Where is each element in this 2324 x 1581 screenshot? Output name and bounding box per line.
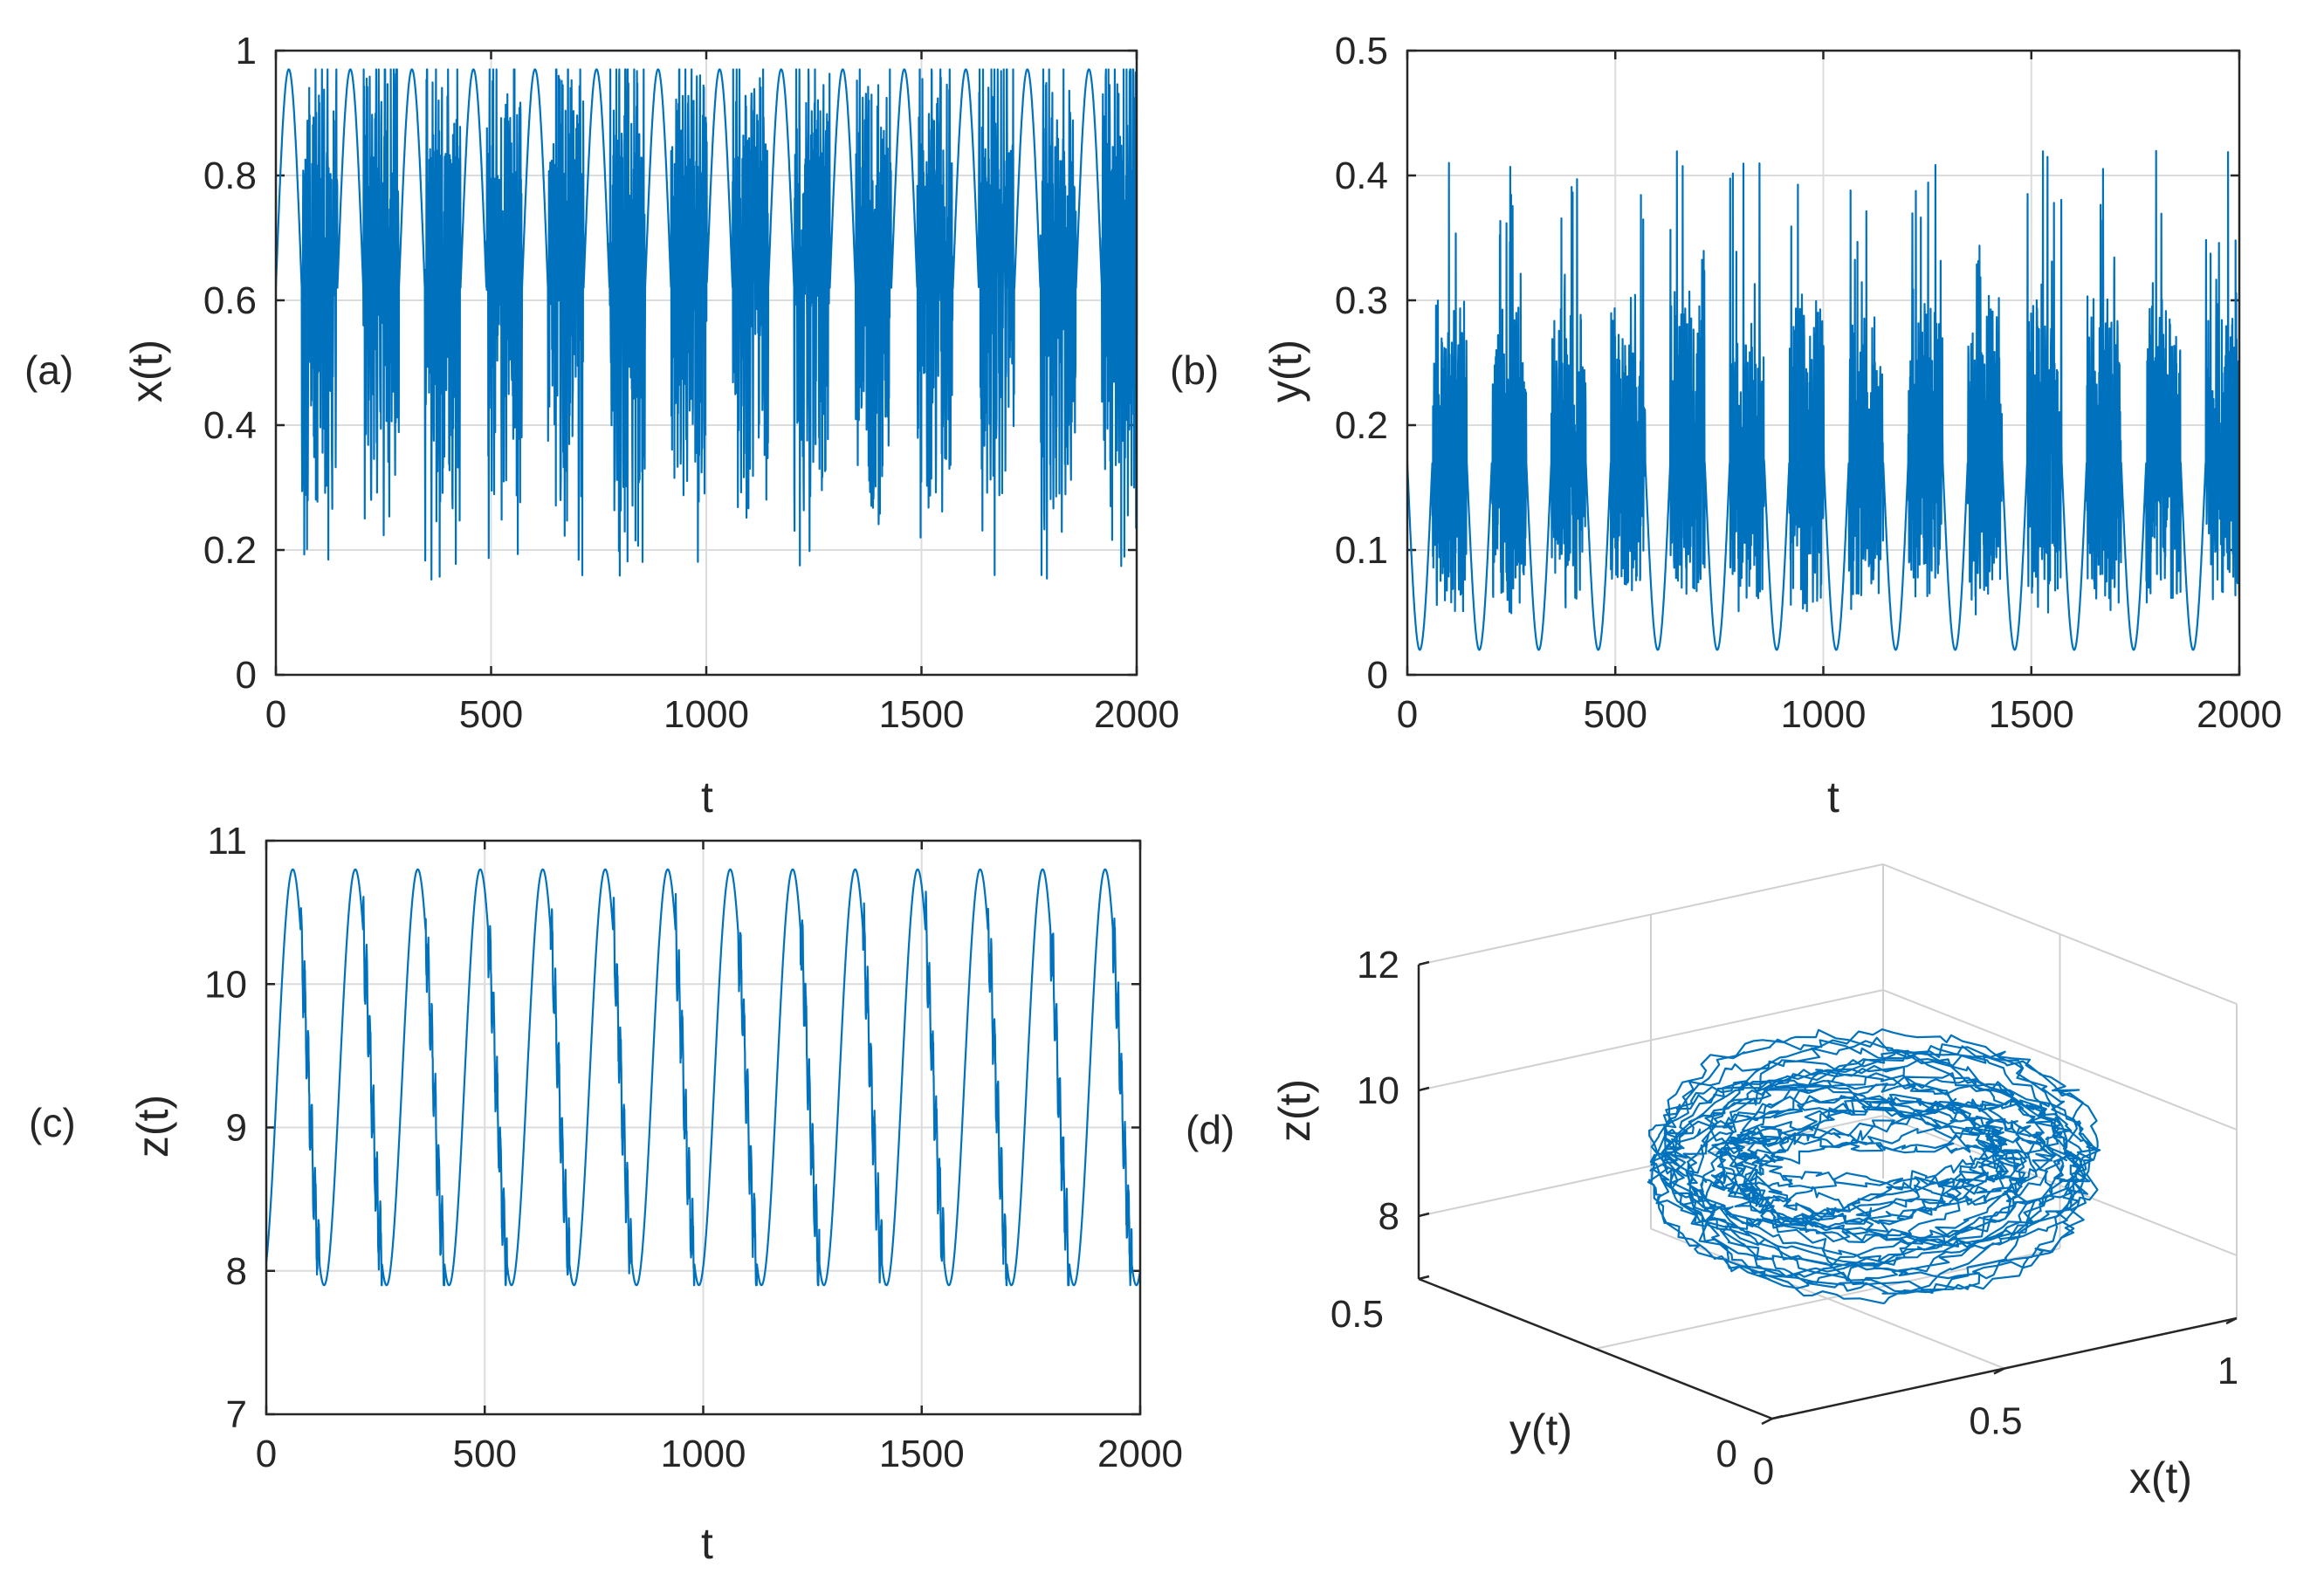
- panel-b-xtick-label: 500: [1584, 693, 1647, 736]
- panel-a-xtick-label: 1500: [879, 693, 965, 736]
- panel-b-ytick-label: 0: [1367, 654, 1388, 697]
- panel-d-ztick: [1418, 1086, 1430, 1092]
- panel-b-ytick-label: 0.1: [1335, 529, 1388, 572]
- panel-b-y-vs-t: (b) y(t) t 0 500 1000 1500 2000 0 0.1 0.2 0.3 0.4…: [1170, 30, 2282, 821]
- panel-d-xtick: [2225, 1316, 2238, 1325]
- panel-a-ytick-label: 1: [236, 30, 257, 72]
- panel-b-xtick-label: 1500: [1989, 693, 2074, 736]
- panel-d-ztick: [1418, 1212, 1430, 1218]
- panel-c-ytick-label: 11: [207, 820, 247, 863]
- panel-a-xtick-label: 0: [265, 693, 286, 736]
- panel-d-ztick-label: 8: [1379, 1195, 1399, 1238]
- panel-d-back-wall-grid: [1418, 863, 1884, 966]
- panel-a-ytick-label: 0.6: [203, 279, 257, 322]
- panel-c-xtick-label: 500: [453, 1433, 517, 1475]
- panel-a-ytick-label: 0.2: [203, 529, 257, 572]
- panel-c-series-line: [265, 868, 1142, 1287]
- panel-b-axes-frame: [1406, 49, 2241, 677]
- panel-a-ytick-label: 0.4: [203, 404, 257, 447]
- panel-b-ylabel: y(t): [1262, 340, 1310, 402]
- panel-d-zlabel: z(t): [1270, 1079, 1319, 1142]
- panel-d-ytick: [1418, 1275, 1430, 1281]
- panel-d-xtick: [1993, 1367, 2005, 1375]
- panel-d-ztick-label: 12: [1357, 944, 1399, 986]
- panel-c-ylabel: z(t): [128, 1095, 177, 1158]
- panel-d-xtick-label: 0: [1753, 1450, 1774, 1493]
- panel-d-back-wall-grid: [1418, 1115, 1884, 1217]
- panel-d-ytick-label: 0.5: [1330, 1293, 1384, 1336]
- panel-d-xtick-label: 1: [2217, 1350, 2238, 1392]
- panel-b-ytick-label: 0.5: [1335, 30, 1388, 72]
- panel-d-y-axis: [1418, 1277, 1773, 1420]
- panel-a-ytick-label: 0.8: [203, 155, 257, 197]
- panel-c-ytick-label: 9: [226, 1107, 247, 1150]
- panel-a-axes-frame: [274, 49, 1138, 677]
- panel-b-series-line: [1406, 149, 2241, 651]
- panel-a-xtick-label: 500: [459, 693, 523, 736]
- panel-d-side-wall-grid: [1882, 1115, 2238, 1256]
- panel-a-series-line: [274, 68, 1138, 581]
- panel-b-label: (b): [1170, 347, 1219, 393]
- panel-b-ytick-label: 0.4: [1335, 155, 1388, 197]
- panel-b-ytick-label: 0.3: [1335, 279, 1388, 322]
- panel-a-ytick-label: 0: [236, 654, 257, 697]
- panel-d-xtick: [1761, 1417, 1773, 1426]
- panel-b-xlabel: t: [1827, 773, 1839, 821]
- panel-c-ytick-label: 7: [226, 1393, 247, 1436]
- panel-b-xtick-label: 0: [1397, 693, 1418, 736]
- panel-a-label: (a): [24, 347, 73, 393]
- panel-d-ytick-label: 0: [1716, 1433, 1737, 1475]
- panel-c-xlabel: t: [701, 1519, 713, 1568]
- panel-d-side-wall-grid: [1882, 989, 2238, 1131]
- panel-d-ylabel: y(t): [1509, 1406, 1572, 1454]
- panel-d-label: (d): [1186, 1107, 1234, 1152]
- panel-c-ytick-label: 10: [204, 963, 247, 1006]
- panel-d-side-wall-grid: [1882, 863, 2238, 1005]
- panel-d-ztick: [1418, 960, 1430, 966]
- panel-c-ytick-label: 8: [226, 1250, 247, 1293]
- panel-a-xtick-label: 2000: [1094, 693, 1179, 736]
- panel-a-ylabel: x(t): [122, 340, 171, 402]
- panel-c-xtick-label: 1000: [661, 1433, 746, 1475]
- panel-d-back-wall-grid: [1418, 989, 1884, 1091]
- panel-d-attractor-line: [1647, 1028, 2101, 1304]
- panel-c-label: (c): [29, 1100, 76, 1145]
- panel-c-z-vs-t: (c) z(t) t 0 500 1000 1500 2000 7 8 9 10 11: [29, 820, 1183, 1568]
- panel-c-xtick-label: 0: [256, 1433, 277, 1475]
- panel-d-xtick-label: 0.5: [1969, 1400, 2022, 1443]
- panel-b-xtick-label: 1000: [1781, 693, 1867, 736]
- panel-b-xtick-label: 2000: [2197, 693, 2282, 736]
- panel-a-xtick-label: 1000: [664, 693, 749, 736]
- panel-d-xlabel: x(t): [2129, 1454, 2192, 1502]
- panel-d-ytick: [1771, 1414, 1784, 1420]
- panel-c-xtick-label: 1500: [879, 1433, 965, 1475]
- panel-b-ytick-label: 0.2: [1335, 404, 1388, 447]
- panel-c-axes-frame: [265, 839, 1142, 1416]
- panel-a-xlabel: t: [701, 773, 713, 821]
- panel-a-x-vs-t: (a) x(t) t 0 500 1000 1500 2000 0 0.2 0.4 0.6 0.8…: [24, 30, 1179, 821]
- panel-c-xtick-label: 2000: [1097, 1433, 1183, 1475]
- panel-d-ztick-label: 10: [1357, 1069, 1399, 1112]
